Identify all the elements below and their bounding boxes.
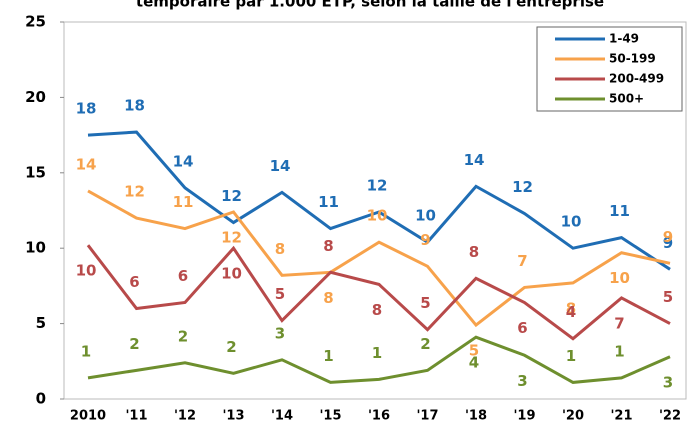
x-tick-label: '18 — [465, 409, 487, 424]
series-line — [86, 244, 671, 341]
data-label: 18 — [76, 100, 97, 118]
x-tick-label: 2010 — [70, 409, 106, 424]
data-label: 11 — [318, 193, 339, 211]
data-label: 12 — [367, 177, 388, 195]
y-tick-label: 20 — [25, 88, 46, 106]
data-label: 1 — [372, 344, 382, 362]
data-label: 5 — [469, 342, 479, 360]
legend-label: 50-199 — [609, 52, 656, 66]
data-label: 10 — [76, 262, 97, 280]
legend-label: 1-49 — [609, 32, 639, 46]
data-label: 3 — [517, 372, 527, 390]
x-tick-label: '11 — [125, 409, 147, 424]
data-label: 4 — [566, 303, 576, 321]
data-label: 8 — [469, 243, 479, 261]
data-label: 1 — [81, 342, 91, 360]
data-label: 8 — [275, 240, 285, 258]
y-tick-label: 15 — [25, 163, 46, 181]
data-label: 7 — [614, 314, 624, 332]
data-label: 6 — [517, 319, 527, 337]
data-label: 6 — [129, 273, 139, 291]
data-label: 2 — [420, 335, 430, 353]
data-label: 5 — [275, 285, 285, 303]
data-label: 10 — [561, 213, 582, 231]
x-tick-label: '14 — [271, 409, 293, 424]
data-label: 14 — [76, 155, 97, 173]
data-label: 2 — [129, 335, 139, 353]
y-tick-label: 5 — [36, 314, 46, 332]
data-label: 14 — [173, 152, 194, 170]
data-label: 8 — [372, 301, 382, 319]
data-label: 12 — [124, 183, 145, 201]
legend-label: 200-499 — [609, 72, 664, 86]
data-label: 2 — [178, 327, 188, 345]
y-tick-label: 25 — [25, 13, 46, 31]
data-label: 10 — [221, 265, 242, 283]
x-tick-label: '13 — [222, 409, 244, 424]
data-label: 8 — [323, 237, 333, 255]
legend-box — [536, 26, 683, 112]
data-label: 12 — [221, 187, 242, 205]
data-label: 6 — [178, 267, 188, 285]
series-line — [87, 130, 671, 271]
data-label: 12 — [221, 229, 242, 247]
chart-title: temporaire par 1.000 ETP, selon la taill… — [136, 0, 604, 11]
data-label: 1 — [566, 347, 576, 365]
data-label: 8 — [566, 299, 576, 317]
data-label: 14 — [464, 151, 485, 169]
series-line — [87, 189, 671, 328]
legend-label: 500+ — [609, 92, 644, 106]
data-label: 9 — [663, 228, 673, 246]
data-label: 1 — [323, 347, 333, 365]
x-tick-label: '17 — [416, 409, 438, 424]
data-label: 9 — [663, 234, 673, 252]
data-label: 14 — [270, 157, 291, 175]
series-line — [87, 335, 671, 384]
y-tick-label: 0 — [36, 390, 46, 408]
x-tick-label: '15 — [319, 409, 341, 424]
data-label: 7 — [517, 252, 527, 270]
x-tick-label: '21 — [610, 409, 632, 424]
data-label: 10 — [609, 269, 630, 287]
y-tick-label: 10 — [25, 239, 46, 257]
plot-area — [63, 21, 687, 400]
data-label: 10 — [367, 207, 388, 225]
x-tick-label: '16 — [368, 409, 390, 424]
data-label: 3 — [663, 373, 673, 391]
data-label: 11 — [609, 202, 630, 220]
data-label: 9 — [420, 231, 430, 249]
data-label: 1 — [614, 342, 624, 360]
x-tick-label: '19 — [513, 409, 535, 424]
data-label: 12 — [512, 178, 533, 196]
data-label: 3 — [275, 324, 285, 342]
x-tick-label: '22 — [659, 409, 681, 424]
data-label: 10 — [415, 207, 436, 225]
x-tick-label: '20 — [562, 409, 584, 424]
data-label: 2 — [226, 338, 236, 356]
data-label: 11 — [173, 193, 194, 211]
data-label: 5 — [420, 294, 430, 312]
data-label: 18 — [124, 97, 145, 115]
data-label: 4 — [469, 354, 479, 372]
x-tick-label: '12 — [174, 409, 196, 424]
data-label: 8 — [323, 289, 333, 307]
data-label: 5 — [663, 288, 673, 306]
